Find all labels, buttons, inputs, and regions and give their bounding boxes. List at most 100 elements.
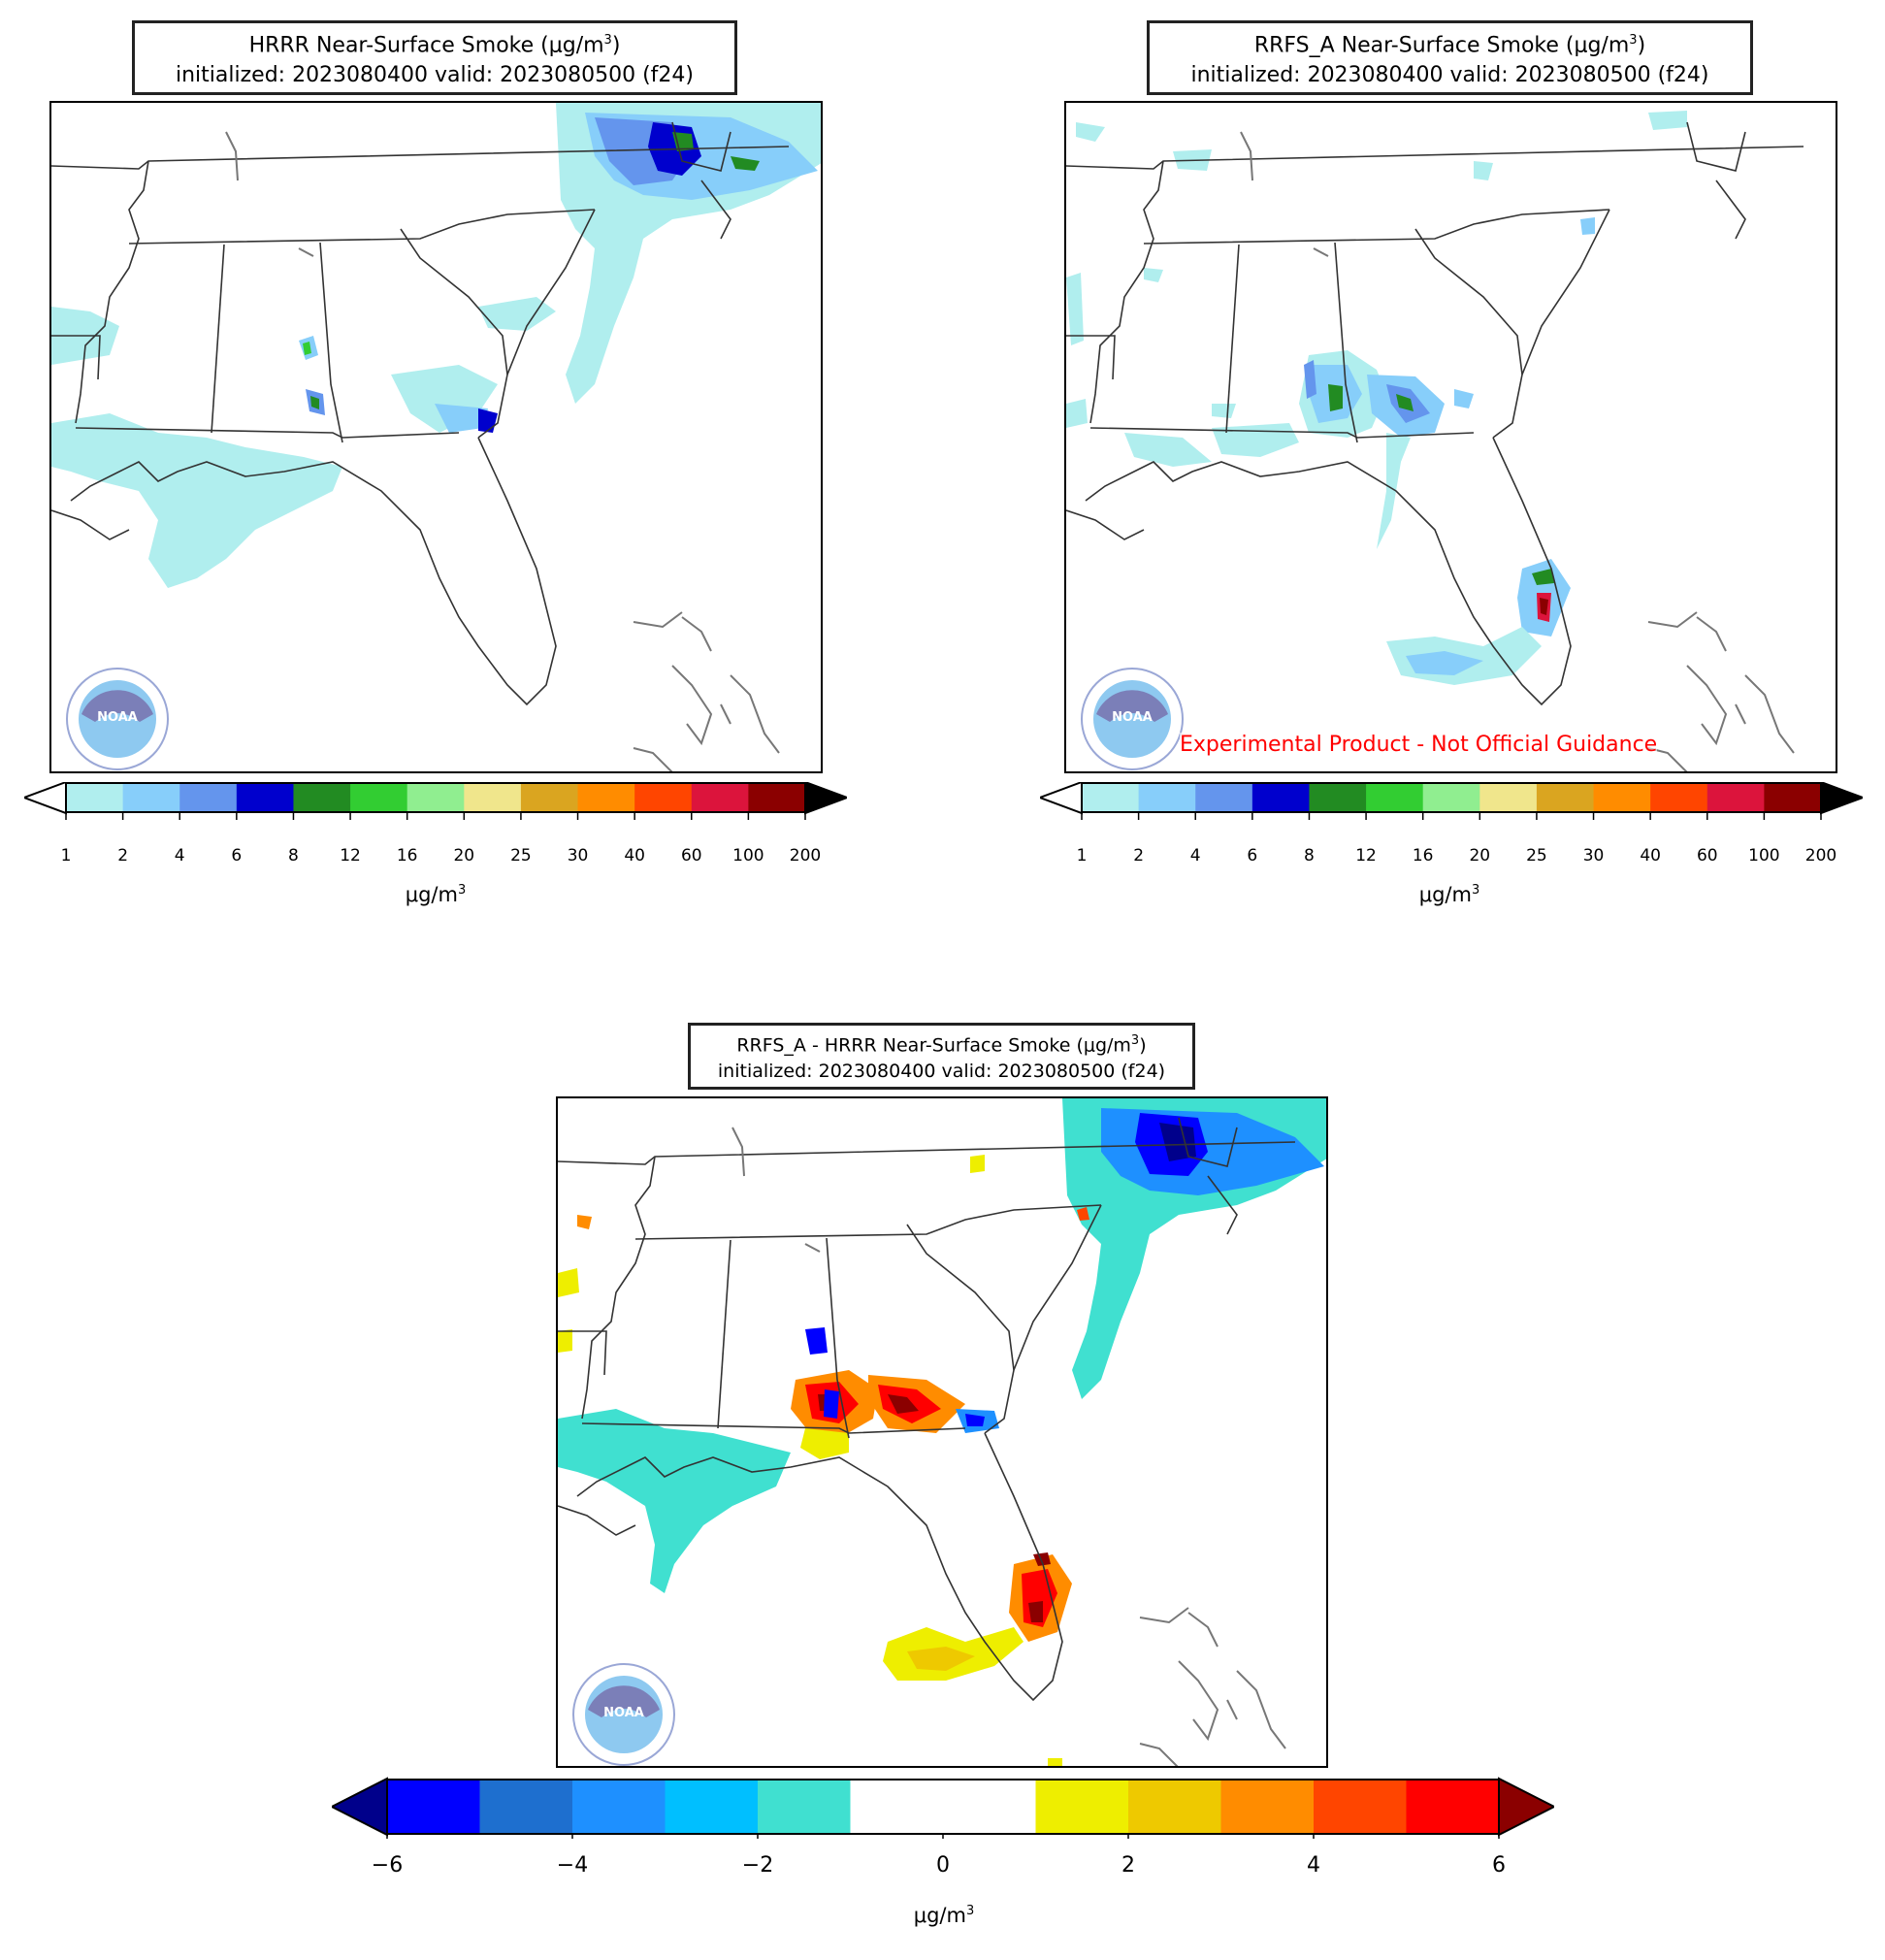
colorbar-tick-label: 8 <box>288 846 299 866</box>
colorbar-bin <box>1314 1779 1407 1835</box>
colorbar-over-extend <box>1820 780 1866 815</box>
colorbar-bin <box>1220 1779 1315 1835</box>
colorbar-bin <box>748 782 806 813</box>
hrrr-colorbar <box>21 780 850 821</box>
colorbar-tick-label: 1 <box>60 846 72 866</box>
colorbar-tick-label: 100 <box>732 846 764 866</box>
colorbar-tick-label: 20 <box>1469 846 1491 866</box>
noaa-logo-text: NOAA <box>1112 710 1153 725</box>
diff-islands <box>731 1127 1286 1766</box>
colorbar-bin <box>1082 782 1140 813</box>
hrrr-colorbar-svg <box>21 780 850 820</box>
diff-field <box>558 1098 1326 1766</box>
diff-map-layer <box>558 1098 1326 1766</box>
colorbar-bin <box>850 1779 944 1835</box>
colorbar-bin <box>293 782 351 813</box>
colorbar-tick-label: 25 <box>1526 846 1547 866</box>
colorbar-tick-label: 2 <box>1121 1853 1135 1878</box>
colorbar-bin <box>1479 782 1538 813</box>
hrrr-map-layer <box>51 103 821 771</box>
colorbar-tick-label: 4 <box>174 846 185 866</box>
colorbar-over-extend <box>1498 1777 1557 1837</box>
noaa-logo: NOAA <box>559 1661 690 1766</box>
colorbar-bin <box>665 1779 759 1835</box>
colorbar-bin <box>572 1779 666 1835</box>
colorbar-bin <box>1366 782 1424 813</box>
colorbar-frame <box>386 1779 1500 1835</box>
colorbar-tick-label: 200 <box>789 846 822 866</box>
colorbar-tick-label: 2 <box>1133 846 1145 866</box>
diff-boundaries <box>558 1117 1296 1702</box>
colorbar-bin <box>387 1779 480 1835</box>
hrrr-boundaries <box>51 121 790 706</box>
colorbar-bin <box>236 782 294 813</box>
colorbar-bin <box>691 782 749 813</box>
colorbar-tick-label: 0 <box>936 1853 950 1878</box>
colorbar-tick-label: 40 <box>1640 846 1661 866</box>
colorbar-bin <box>1536 782 1595 813</box>
colorbar-tick-label: 200 <box>1804 846 1837 866</box>
colorbar-tick-label: 40 <box>624 846 645 866</box>
colorbar-frame <box>65 782 806 813</box>
colorbar-tick-label: 8 <box>1304 846 1315 866</box>
diff-map: NOAA <box>556 1096 1328 1768</box>
noaa-logo-text: NOAA <box>97 710 138 725</box>
rrfs-title: RRFS_A Near-Surface Smoke (μg/m3) initia… <box>1147 20 1753 96</box>
colorbar-bin <box>1035 1779 1129 1835</box>
colorbar-bin <box>1593 782 1651 813</box>
colorbar-under-extend <box>21 780 67 815</box>
colorbar-tick-label: 16 <box>396 846 418 866</box>
colorbar-under-extend <box>1037 780 1083 815</box>
noaa-logo: NOAA <box>52 666 183 771</box>
colorbar-tick-label: 60 <box>1696 846 1718 866</box>
colorbar-bin <box>1406 1779 1500 1835</box>
colorbar-bin <box>943 1779 1036 1835</box>
hrrr-islands <box>225 131 780 771</box>
hrrr-title: HRRR Near-Surface Smoke (μg/m3) initiali… <box>132 20 737 96</box>
colorbar-bin <box>1650 782 1708 813</box>
diff-colorbar-unit: μg/m3 <box>913 1904 975 1927</box>
colorbar-tick-label: 30 <box>567 846 589 866</box>
colorbar-tick-label: 1 <box>1076 846 1088 866</box>
colorbar-tick-label: 2 <box>117 846 129 866</box>
rrfs-islands <box>1240 131 1795 771</box>
colorbar-bin <box>634 782 693 813</box>
colorbar-tick-label: 4 <box>1307 1853 1320 1878</box>
colorbar-bin <box>520 782 579 813</box>
colorbar-bin <box>479 1779 573 1835</box>
colorbar-tick-label: 60 <box>680 846 702 866</box>
diff-title: RRFS_A - HRRR Near-Surface Smoke (μg/m3)… <box>688 1023 1195 1091</box>
rrfs-colorbar-unit: μg/m3 <box>1418 883 1480 906</box>
colorbar-under-extend <box>329 1777 388 1837</box>
colorbar-tick-label: 6 <box>231 846 243 866</box>
colorbar-tick-label: 4 <box>1189 846 1201 866</box>
colorbar-bin <box>577 782 635 813</box>
experimental-watermark: Experimental Product - Not Official Guid… <box>1180 733 1658 757</box>
colorbar-tick-label: 100 <box>1748 846 1780 866</box>
colorbar-bin <box>1706 782 1765 813</box>
colorbar-bin <box>406 782 465 813</box>
rrfs-colorbar-svg <box>1037 780 1866 820</box>
colorbar-tick-label: −2 <box>741 1853 774 1878</box>
colorbar-tick-label: 25 <box>510 846 532 866</box>
colorbar-bin <box>1764 782 1822 813</box>
colorbar-bin <box>350 782 408 813</box>
colorbar-tick-label: −4 <box>556 1853 589 1878</box>
colorbar-bin <box>66 782 124 813</box>
rrfs-map-layer <box>1066 111 1804 771</box>
noaa-logo-text: NOAA <box>603 1706 644 1720</box>
colorbar-tick-label: 30 <box>1582 846 1605 866</box>
hrrr-colorbar-unit: μg/m3 <box>405 883 467 906</box>
colorbar-bin <box>758 1779 851 1835</box>
hrrr-map: NOAA <box>49 101 823 773</box>
noaa-logo: NOAA <box>1067 666 1198 771</box>
colorbar-tick-label: 12 <box>1355 846 1377 866</box>
colorbar-bin <box>1138 782 1196 813</box>
colorbar-tick-label: −6 <box>371 1853 404 1878</box>
colorbar-bin <box>122 782 180 813</box>
colorbar-bin <box>1309 782 1367 813</box>
colorbar-tick-label: 6 <box>1247 846 1258 866</box>
colorbar-tick-label: 6 <box>1492 1853 1506 1878</box>
colorbar-tick-label: 20 <box>453 846 475 866</box>
colorbar-bin <box>1195 782 1253 813</box>
